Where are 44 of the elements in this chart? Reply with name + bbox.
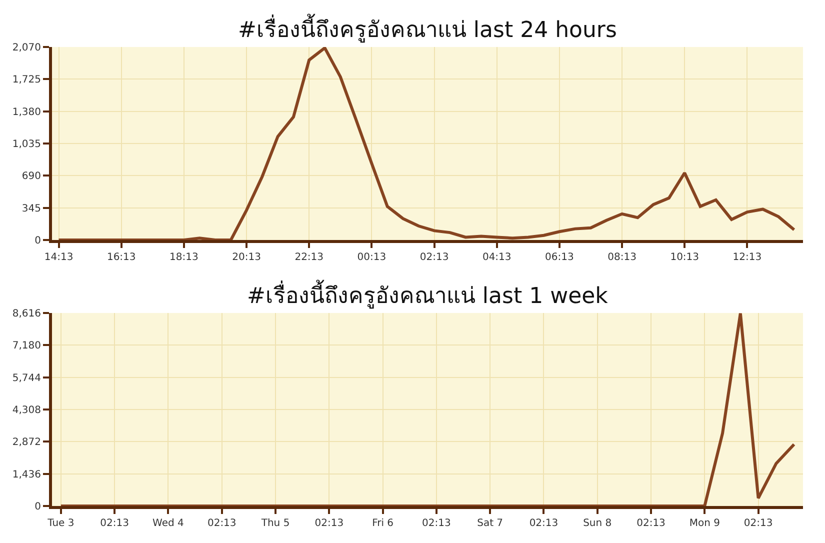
x-tick-label: 10:13	[670, 252, 700, 263]
x-tick-label: 02:13	[314, 518, 344, 529]
x-tick-label: 02:13	[207, 518, 236, 529]
x-tick-label: 12:13	[732, 252, 762, 263]
x-tick-label: Mon 9	[689, 518, 720, 529]
line-series	[57, 47, 796, 240]
x-tick-label: 00:13	[357, 252, 386, 263]
y-tick-label: 5,744	[12, 372, 41, 384]
x-tick-label: 02:13	[636, 518, 666, 529]
y-tick-label: 7,180	[12, 340, 41, 352]
y-tick-label: 8,616	[12, 308, 41, 320]
y-tick-label: 4,308	[12, 405, 41, 416]
x-tick-label: 06:13	[545, 252, 574, 263]
x-tick-label: 14:13	[44, 252, 74, 263]
x-tick-label: Fri 6	[372, 518, 394, 529]
x-tick-label: Sun 8	[583, 518, 612, 529]
x-tick-label: 22:13	[294, 252, 324, 263]
x-tick-label: 02:13	[529, 518, 558, 529]
y-tick-label: 1,035	[12, 139, 41, 150]
x-tick-label: 18:13	[170, 252, 198, 263]
y-tick-label: 690	[22, 171, 41, 182]
chart-title: #เรื่องนี้ถึงครูอังคณาแน่ last 24 hours	[238, 14, 617, 43]
line-series	[59, 313, 796, 506]
x-tick-label: 02:13	[100, 518, 129, 529]
y-tick-label: 2,070	[12, 42, 41, 54]
x-tick-label: 02:13	[420, 252, 449, 263]
y-tick-label: 1,380	[12, 106, 41, 118]
x-tick-label: 02:13	[744, 518, 773, 529]
chart-title: #เรื่องนี้ถึงครูอังคณาแน่ last 1 week	[247, 280, 608, 309]
x-tick-label: 16:13	[106, 252, 136, 263]
y-tick-label: 0	[34, 236, 41, 246]
x-tick-label: 02:13	[422, 518, 451, 529]
x-tick-label: 04:13	[482, 252, 512, 263]
y-tick-label: 2,872	[12, 437, 41, 448]
x-tick-label: Sat 7	[477, 518, 504, 529]
y-tick-label: 1,436	[12, 469, 41, 480]
x-tick-label: Thu 5	[260, 518, 290, 529]
x-tick-label: 08:13	[608, 252, 636, 263]
y-tick-label: 1,725	[12, 74, 41, 86]
x-tick-label: Tue 3	[46, 518, 74, 529]
x-tick-label: 20:13	[232, 252, 261, 263]
y-tick-label: 345	[22, 203, 41, 214]
x-tick-label: Wed 4	[152, 518, 184, 529]
y-tick-label: 0	[34, 502, 41, 512]
